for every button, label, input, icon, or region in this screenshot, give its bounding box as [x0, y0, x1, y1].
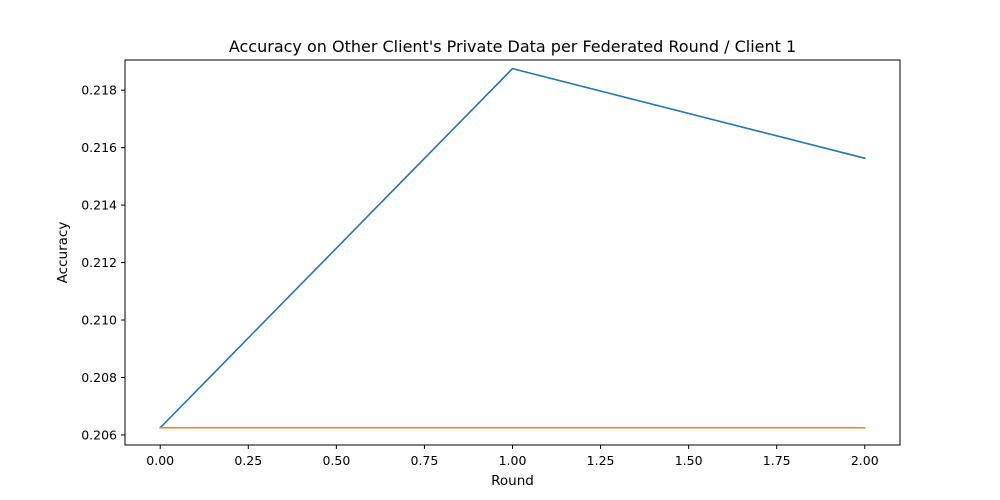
x-tick-label: 1.75	[763, 453, 791, 468]
series-line-1	[159, 67, 866, 429]
y-tick-label: 0.218	[81, 83, 117, 98]
y-tick-label: 0.210	[81, 313, 117, 328]
y-tick-label: 0.206	[81, 427, 117, 442]
chart-title: Accuracy on Other Client's Private Data …	[229, 37, 796, 56]
x-axis-ticks: 0.00 0.25 0.50 0.75 1.00 1.25 1.50 1.75 2.00	[146, 445, 879, 468]
x-tick-label: 1.00	[499, 453, 527, 468]
y-tick-label: 0.216	[81, 140, 117, 155]
y-tick-label: 0.208	[81, 370, 117, 385]
y-axis-ticks: 0.206 0.208 0.210 0.212 0.214 0.216 0.218	[81, 83, 125, 442]
x-tick-label: 0.75	[411, 453, 439, 468]
x-tick-label: 1.50	[675, 453, 703, 468]
y-axis-label: Accuracy	[55, 222, 71, 284]
y-tick-label: 0.212	[81, 255, 117, 270]
x-tick-label: 0.50	[322, 453, 350, 468]
x-axis-label: Round	[491, 473, 534, 489]
x-tick-label: 1.25	[587, 453, 615, 468]
x-tick-label: 0.00	[146, 453, 174, 468]
series-layer	[159, 67, 866, 429]
x-tick-label: 2.00	[851, 453, 879, 468]
y-tick-label: 0.214	[81, 198, 117, 213]
x-tick-label: 0.25	[234, 453, 262, 468]
